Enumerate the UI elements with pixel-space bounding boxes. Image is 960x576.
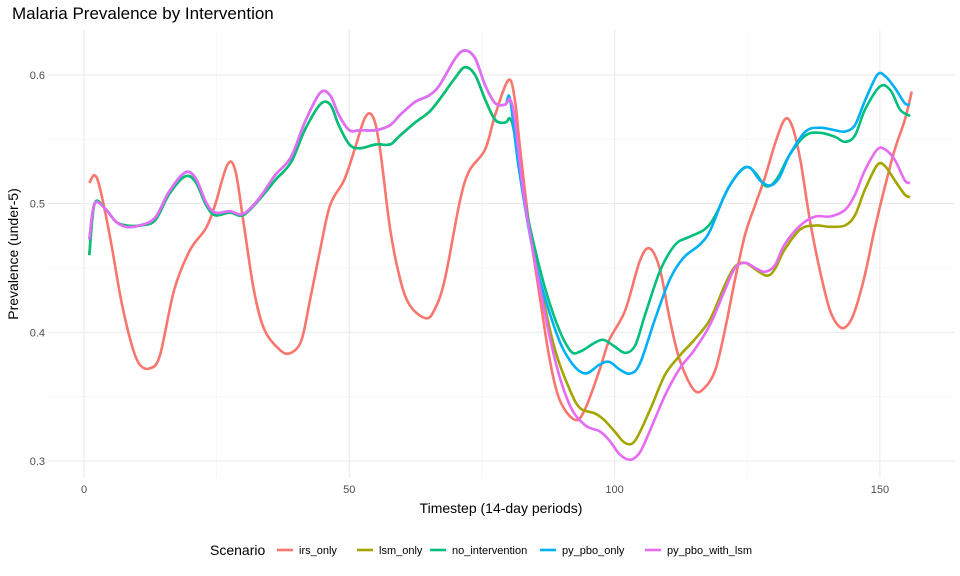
x-tick-label: 150: [871, 484, 889, 496]
series-line-py-pbo-with-lsm: [88, 49, 911, 462]
y-tick-label: 0.6: [30, 70, 45, 82]
x-tick-label: 100: [605, 484, 623, 496]
y-tick-label: 0.3: [30, 456, 45, 468]
tick-labels: 0 50 100 150 0.3 0.4 0.5 0.6: [30, 70, 889, 496]
series-lines: [88, 49, 913, 462]
y-axis-label: Prevalence (under-5): [5, 188, 21, 320]
legend: Scenario irs_only lsm_only no_intervention…: [210, 542, 752, 558]
legend-label: py_pbo_only: [562, 545, 625, 557]
chart-title: Malaria Prevalence by Intervention: [12, 4, 274, 23]
legend-title: Scenario: [210, 542, 265, 558]
y-tick-label: 0.5: [30, 199, 45, 211]
grid: [48, 30, 955, 478]
x-tick-label: 0: [81, 484, 87, 496]
legend-label: py_pbo_with_lsm: [667, 545, 752, 557]
x-tick-label: 50: [343, 484, 355, 496]
legend-label: irs_only: [299, 545, 337, 557]
y-tick-label: 0.4: [30, 327, 45, 339]
series-line-irs-only: [88, 78, 913, 422]
legend-label: no_intervention: [452, 545, 527, 557]
legend-label: lsm_only: [379, 545, 423, 557]
x-axis-label: Timestep (14-day periods): [420, 500, 583, 516]
